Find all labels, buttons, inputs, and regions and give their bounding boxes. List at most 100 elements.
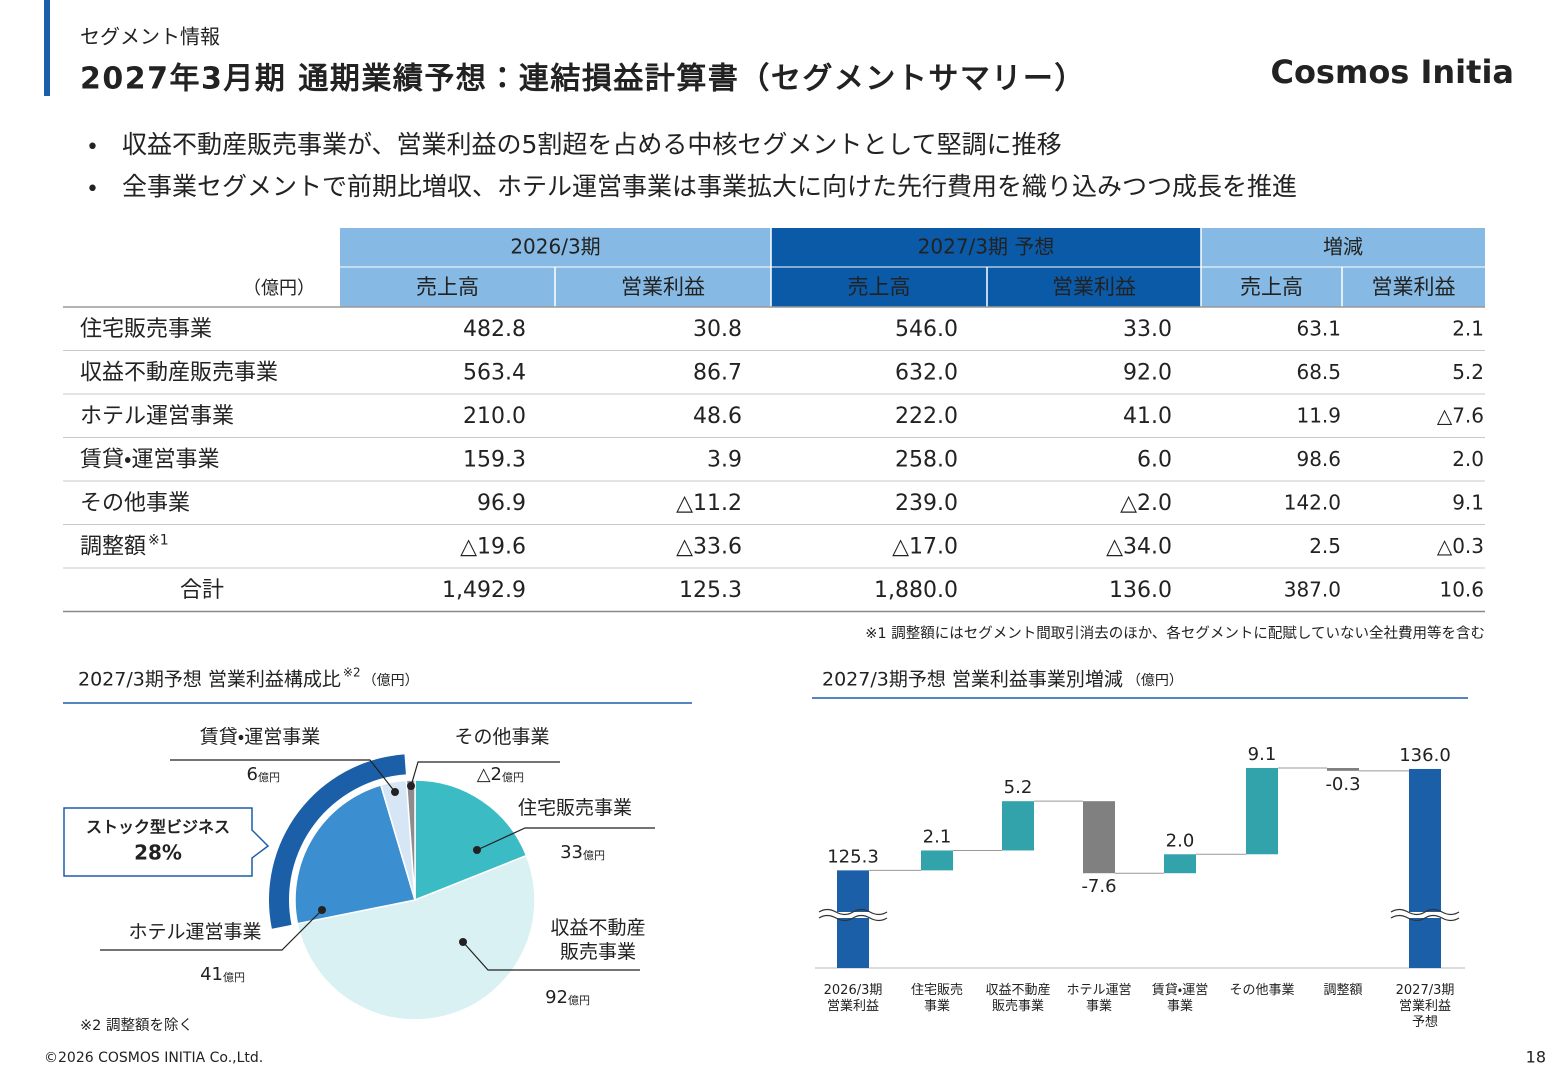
cell-value: 68.5 xyxy=(1296,360,1341,384)
callout-label: ストック型ビジネス xyxy=(86,818,230,837)
slice-label: 賃貸・運営事業 xyxy=(200,726,320,748)
bar xyxy=(1083,801,1115,874)
copyright: ©2026 COSMOS INITIA Co.,Ltd. xyxy=(44,1050,263,1066)
value-label: 2.1 xyxy=(923,826,952,847)
row-note: ※1 xyxy=(148,532,169,548)
waterfall-chart: 2027/3期予想 営業利益事業別増減 （億円） 125.3 2026/3期営業利益 2… xyxy=(812,669,1468,1030)
chart-title: 2027/3期予想 営業利益事業別増減 xyxy=(822,669,1123,691)
cell-value: 30.8 xyxy=(693,317,742,342)
axis-break-gap xyxy=(836,912,870,918)
bar xyxy=(1002,801,1034,851)
bar xyxy=(1164,854,1196,874)
value-label: -7.6 xyxy=(1081,876,1116,897)
x-tick-label: 調整額 xyxy=(1323,983,1362,998)
slice-unit: 億円 xyxy=(583,849,605,862)
slice-value: 33 xyxy=(560,842,583,863)
leader-dot xyxy=(473,846,481,854)
chart-unit: （億円） xyxy=(363,673,419,689)
cell-value: 546.0 xyxy=(895,317,958,342)
cell-value: 11.9 xyxy=(1296,403,1341,427)
axis-break xyxy=(1390,908,1460,916)
cell-value: 92.0 xyxy=(1123,360,1172,385)
cell-value: 86.7 xyxy=(693,360,742,385)
leader-line xyxy=(462,941,640,971)
cell-value: 2.1 xyxy=(1452,316,1484,340)
slice-label: ホテル運営事業 xyxy=(128,921,261,943)
cell-value: 258.0 xyxy=(895,447,958,472)
axis-break xyxy=(1390,914,1460,922)
x-tick-label: ホテル運営事業 xyxy=(1066,983,1131,1014)
pie-slice xyxy=(414,779,528,902)
cell-value: 387.0 xyxy=(1284,577,1341,601)
pie-slice xyxy=(296,854,536,1021)
pie-slice xyxy=(405,779,416,901)
group-header: 2026/3期 xyxy=(510,235,600,259)
leader-dot xyxy=(407,782,415,790)
row-label: ホテル運営事業 xyxy=(80,404,234,429)
cell-value: 33.0 xyxy=(1123,317,1172,342)
cell-value: 98.6 xyxy=(1296,447,1341,471)
value-label: 5.2 xyxy=(1004,777,1033,798)
chart-unit: （億円） xyxy=(1127,673,1183,689)
cell-value: 222.0 xyxy=(895,404,958,429)
cell-value: △2.0 xyxy=(1120,491,1172,516)
axis-break-gap xyxy=(1408,912,1442,918)
slice-label: 収益不動産販売事業 xyxy=(550,917,645,963)
slice-unit: 億円 xyxy=(502,771,524,784)
value-label: 2.0 xyxy=(1166,830,1195,851)
slice-unit: 億円 xyxy=(223,971,245,984)
cell-value: 1,492.9 xyxy=(442,578,526,603)
cell-value: △11.2 xyxy=(676,491,742,516)
slice-value: 92 xyxy=(545,987,568,1008)
cell-value: △19.6 xyxy=(460,534,526,559)
bar xyxy=(1327,768,1359,771)
cell-value: 210.0 xyxy=(463,404,526,429)
leader-line xyxy=(476,827,655,851)
axis-break xyxy=(818,914,888,922)
page-number: 18 xyxy=(1526,1048,1546,1067)
bullet-dot: • xyxy=(86,135,99,160)
x-tick-label: 収益不動産販売事業 xyxy=(985,983,1050,1014)
bar xyxy=(921,850,953,871)
section-label: セグメント情報 xyxy=(80,25,220,49)
bullet-dot: • xyxy=(86,177,99,202)
cell-value: 159.3 xyxy=(463,447,526,472)
cell-value: 10.6 xyxy=(1439,577,1484,601)
value-label: 136.0 xyxy=(1399,745,1451,766)
cell-value: 48.6 xyxy=(693,404,742,429)
cell-value: △33.6 xyxy=(676,534,742,559)
x-tick-label: 住宅販売事業 xyxy=(911,982,963,1014)
cell-value: 2.5 xyxy=(1309,534,1341,558)
leader-dot xyxy=(391,788,399,796)
slice-unit: 億円 xyxy=(568,994,590,1007)
cell-value: △34.0 xyxy=(1106,534,1172,559)
slice-value: 6 xyxy=(247,764,258,785)
chart-note: ※2 調整額を除く xyxy=(80,1017,193,1034)
column-header: 営業利益 xyxy=(621,275,705,299)
cell-value: △7.6 xyxy=(1437,403,1484,427)
row-label: その他事業 xyxy=(80,491,190,516)
cell-value: 5.2 xyxy=(1452,360,1484,384)
cell-value: 125.3 xyxy=(679,578,742,603)
cell-value: 563.4 xyxy=(463,360,526,385)
cell-value: 482.8 xyxy=(463,317,526,342)
x-tick-label: 2026/3期営業利益 xyxy=(824,983,883,1014)
group-header: 2027/3期 予想 xyxy=(918,235,1055,259)
cell-value: 239.0 xyxy=(895,491,958,516)
cell-value: 1,880.0 xyxy=(874,578,958,603)
column-header: 売上高 xyxy=(848,275,911,299)
bullet-text: 全事業セグメントで前期比増収、ホテル運営事業は事業拡大に向けた先行費用を織り込み… xyxy=(122,172,1297,201)
x-tick-label: その他事業 xyxy=(1229,982,1294,998)
value-label: 9.1 xyxy=(1248,744,1277,765)
column-header: 売上高 xyxy=(1240,275,1303,299)
leader-dot xyxy=(459,938,467,946)
cell-value: 3.9 xyxy=(707,447,742,472)
bar xyxy=(837,870,869,968)
cell-value: 136.0 xyxy=(1109,578,1172,603)
column-header: 売上高 xyxy=(416,275,479,299)
chart-title: 2027/3期予想 営業利益構成比 xyxy=(78,669,341,691)
row-label: 賃貸・運営事業 xyxy=(80,447,219,472)
total-label: 合計 xyxy=(180,578,224,603)
